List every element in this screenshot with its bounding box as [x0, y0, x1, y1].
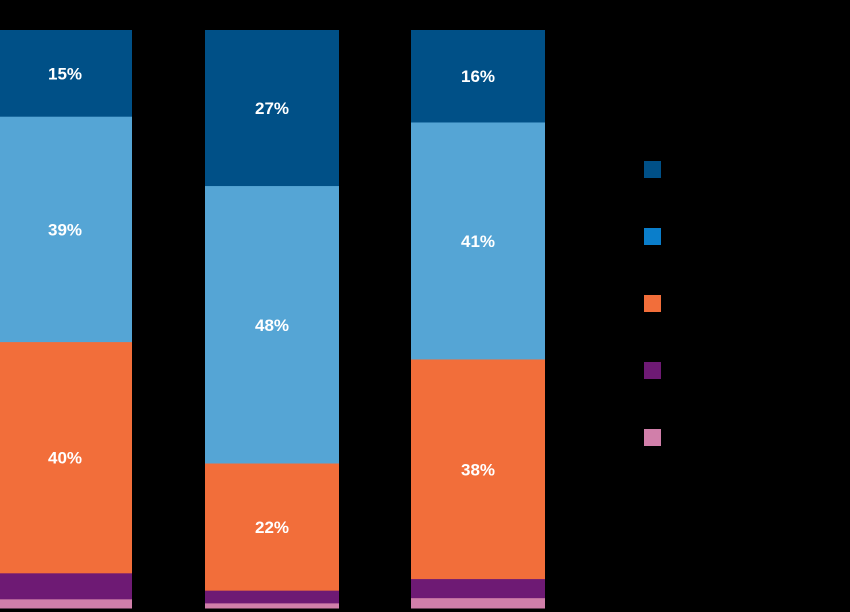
legend [644, 161, 661, 446]
segment-value-label: 22% [255, 518, 289, 537]
segment-value-label: 40% [48, 449, 82, 468]
segment-value-label: 16% [461, 67, 495, 86]
legend-swatch [644, 295, 661, 312]
segment-value-label: 27% [255, 99, 289, 118]
segment-value-label: 48% [255, 316, 289, 335]
bar-segment [411, 598, 545, 609]
bar-segment [411, 579, 545, 599]
segment-value-label: 39% [48, 220, 82, 239]
segment-value-label: 15% [48, 64, 82, 83]
bar-segment [0, 342, 132, 574]
segment-labels-group: 15% 39% 40% 27% 48% 22% 16% 41% 38% [48, 64, 495, 537]
legend-swatch [644, 362, 661, 379]
segment-value-label: 38% [461, 460, 495, 479]
bar-segment [0, 30, 132, 118]
legend-swatch [644, 429, 661, 446]
legend-swatch [644, 228, 661, 245]
bar-segment [205, 30, 339, 187]
bar-segment [411, 359, 545, 580]
segment-value-label: 41% [461, 232, 495, 251]
bar-segment [0, 599, 132, 609]
bar-segment [205, 603, 339, 609]
bar-segment [0, 116, 132, 343]
bar-segment [205, 186, 339, 464]
bar-segment [0, 573, 132, 600]
bar-segment [411, 30, 545, 123]
bar-segment [205, 590, 339, 604]
legend-swatch [644, 161, 661, 178]
bar-segment [411, 122, 545, 360]
bars-group [0, 30, 545, 609]
bar-segment [205, 463, 339, 592]
